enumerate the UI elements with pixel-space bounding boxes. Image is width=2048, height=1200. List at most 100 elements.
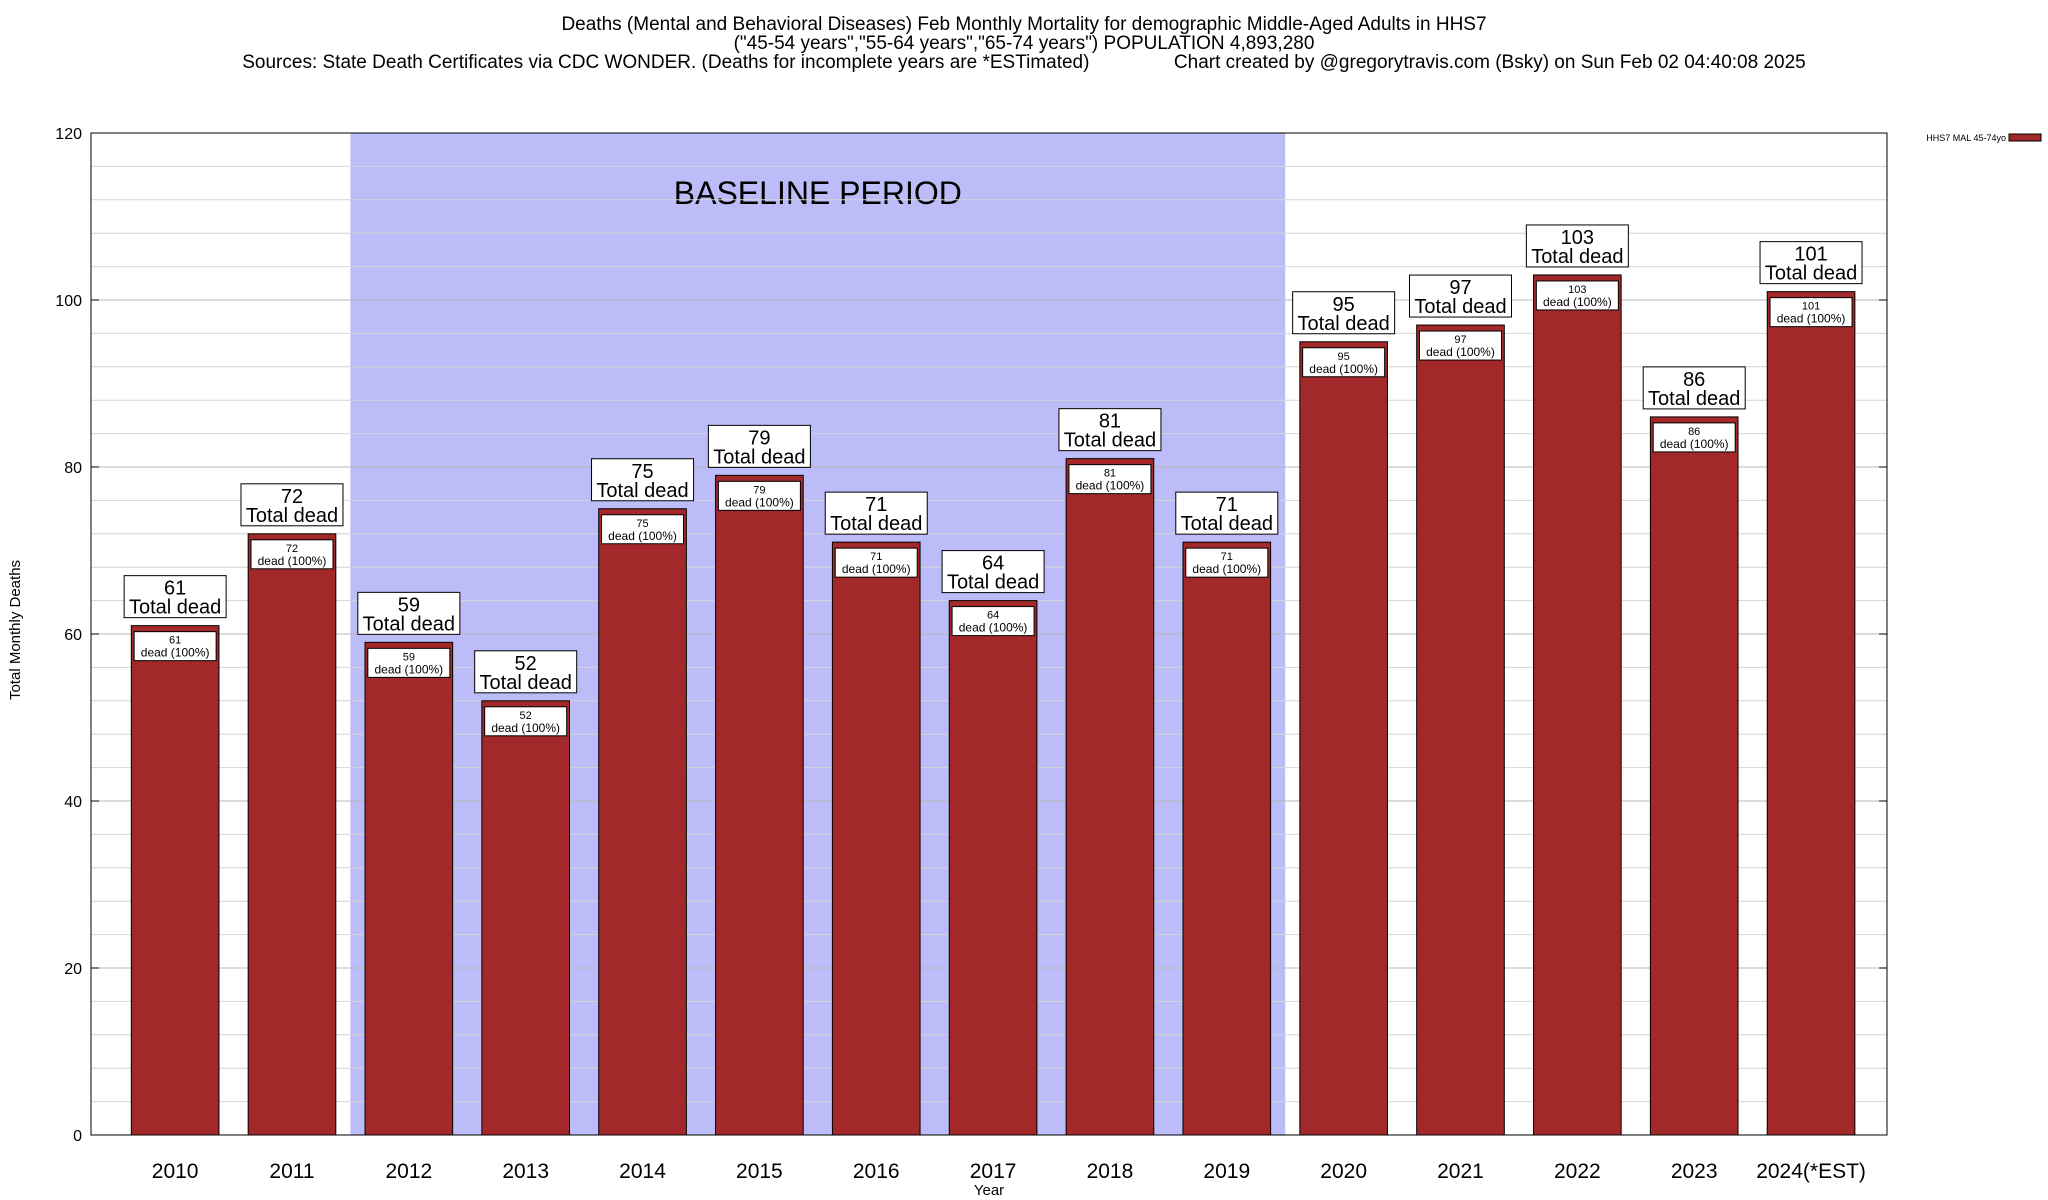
- top-label-box: [474, 650, 578, 694]
- inner-percent-label: dead (100%): [1076, 479, 1145, 493]
- chart-subtitle: ("45-54 years","55-64 years","65-74 year…: [733, 33, 1315, 54]
- inner-percent-label: dead (100%): [959, 621, 1028, 635]
- x-tick-label: 2024(*EST): [1756, 1160, 1866, 1183]
- inner-label-box: [1418, 330, 1502, 361]
- data-label-total: Total dead: [363, 613, 455, 635]
- top-label-box: [1642, 366, 1746, 410]
- data-label-value: 97: [1449, 277, 1471, 299]
- inner-percent-label: dead (100%): [141, 646, 210, 660]
- inner-label-box: [717, 480, 801, 511]
- inner-percent-label: dead (100%): [1309, 362, 1378, 376]
- inner-label-box: [484, 706, 568, 737]
- inner-label-box: [1652, 422, 1736, 453]
- legend-swatch: [2008, 133, 2042, 142]
- top-label-box: [1408, 274, 1512, 318]
- chart-sources-line: Sources: State Death Certificates via CD…: [242, 52, 1806, 73]
- inner-percent-label: dead (100%): [258, 554, 327, 568]
- inner-label-box: [601, 514, 685, 545]
- top-label-box: [1525, 224, 1629, 268]
- x-tick-label: 2012: [385, 1160, 432, 1183]
- inner-label-box: [1769, 297, 1853, 328]
- axes-layer: 2010 2011 2012 2013 2014 2015 2016 2017 2018 2019…: [55, 126, 1888, 1183]
- inner-percent-label: dead (100%): [1660, 437, 1729, 451]
- top-label-box: [1058, 408, 1162, 452]
- top-label-box: [240, 483, 344, 527]
- data-label-value: 95: [1333, 294, 1355, 316]
- bar-2018: [1065, 458, 1155, 1136]
- inner-label-box: [1185, 547, 1269, 578]
- x-tick-label: 2019: [1203, 1160, 1250, 1183]
- data-label-total: Total dead: [830, 513, 922, 535]
- data-label-value: 71: [1216, 494, 1238, 516]
- y-tick-label: 0: [73, 1128, 82, 1145]
- data-label-total: Total dead: [596, 480, 688, 502]
- data-label-total: Total dead: [1064, 430, 1156, 452]
- x-tick-label: 2017: [970, 1160, 1017, 1183]
- data-label-total: Total dead: [480, 672, 572, 694]
- inner-percent-label: dead (100%): [1192, 562, 1261, 576]
- y-tick-label: 40: [64, 794, 82, 811]
- data-label-value: 61: [164, 578, 186, 600]
- inner-value-label: 95: [1338, 351, 1350, 363]
- data-label-value: 75: [631, 461, 653, 483]
- data-label-value: 59: [398, 594, 420, 616]
- inner-label-box: [250, 539, 334, 570]
- inner-label-box: [133, 631, 217, 662]
- inner-value-label: 86: [1688, 426, 1700, 438]
- inner-percent-label: dead (100%): [1426, 345, 1495, 359]
- bar-2013: [481, 700, 571, 1136]
- y-tick-label: 100: [55, 293, 82, 310]
- top-label-box: [707, 424, 811, 468]
- inner-value-label: 64: [987, 610, 999, 622]
- inner-label-box: [367, 647, 451, 678]
- x-tick-label: 2013: [502, 1160, 549, 1183]
- top-label-box: [941, 550, 1045, 594]
- top-label-box: [123, 575, 227, 619]
- top-label-box: [357, 591, 461, 635]
- inner-percent-label: dead (100%): [842, 562, 911, 576]
- inner-value-label: 81: [1104, 468, 1116, 480]
- inner-value-label: 71: [870, 551, 882, 563]
- x-tick-label: 2018: [1087, 1160, 1134, 1183]
- x-tick-label: 2014: [619, 1160, 666, 1183]
- inner-label-box: [1068, 464, 1152, 495]
- inner-label-box: [1535, 280, 1619, 311]
- data-label-value: 72: [281, 486, 303, 508]
- legend-label: HHS7 MAL 45-74yo: [1926, 133, 2006, 143]
- plot-frame: [90, 132, 1888, 1136]
- bar-2022: [1533, 274, 1622, 1136]
- inner-value-label: 59: [403, 651, 415, 663]
- top-label-box: [591, 458, 695, 502]
- inner-percent-label: dead (100%): [1543, 295, 1612, 309]
- x-tick-label: 2016: [853, 1160, 900, 1183]
- x-tick-label: 2021: [1437, 1160, 1484, 1183]
- data-label-total: Total dead: [1765, 263, 1857, 285]
- top-label-box: [1292, 291, 1396, 335]
- inner-value-label: 52: [520, 710, 532, 722]
- inner-percent-label: dead (100%): [608, 529, 677, 543]
- data-label-total: Total dead: [1297, 313, 1389, 335]
- inner-value-label: 71: [1221, 551, 1233, 563]
- data-label-value: 52: [515, 653, 537, 675]
- inner-value-label: 61: [169, 635, 181, 647]
- x-tick-label: 2015: [736, 1160, 783, 1183]
- inner-label-box: [1302, 347, 1386, 378]
- inner-percent-label: dead (100%): [1777, 312, 1846, 326]
- bar-2019: [1182, 541, 1272, 1136]
- inner-value-label: 97: [1454, 334, 1466, 346]
- inner-percent-label: dead (100%): [725, 495, 794, 509]
- data-label-value: 86: [1683, 369, 1705, 391]
- x-tick-label: 2010: [152, 1160, 199, 1183]
- bar-2023: [1649, 416, 1739, 1136]
- data-label-value: 103: [1561, 227, 1594, 249]
- bar-2012: [364, 641, 454, 1136]
- inner-percent-label: dead (100%): [374, 662, 443, 676]
- inner-value-label: 75: [636, 518, 648, 530]
- inner-value-label: 101: [1802, 301, 1820, 313]
- x-tick-label: 2020: [1320, 1160, 1367, 1183]
- data-label-total: Total dead: [1414, 296, 1506, 318]
- inner-percent-label: dead (100%): [491, 721, 560, 735]
- bar-2017: [948, 600, 1038, 1136]
- top-label-box: [1175, 491, 1279, 535]
